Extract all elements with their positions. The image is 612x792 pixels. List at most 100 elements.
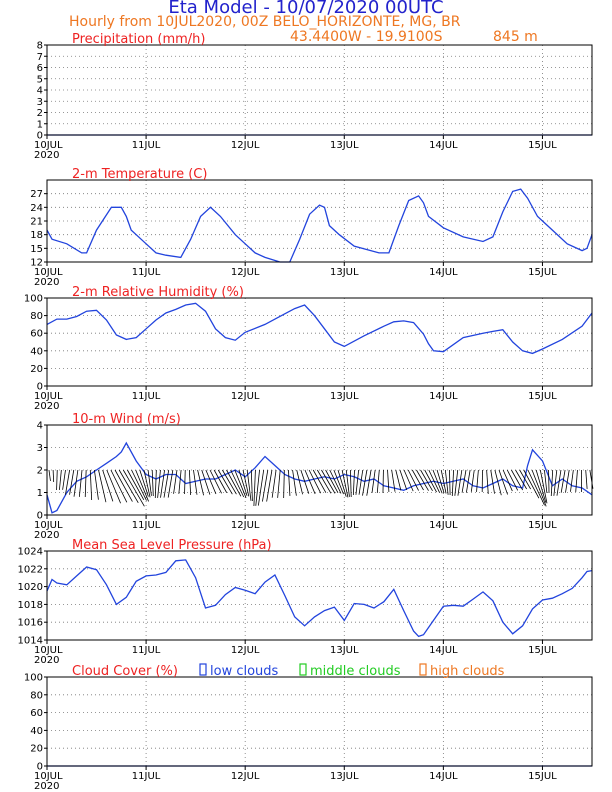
y-tick-label: 2 — [37, 466, 43, 477]
x-tick-year: 2020 — [34, 277, 59, 288]
wind-arrow — [457, 469, 463, 496]
y-tick-label: 27 — [30, 189, 43, 200]
wind-arrow — [135, 469, 149, 502]
y-tick-label: 4 — [37, 421, 43, 432]
wind-arrow — [94, 469, 99, 500]
y-tick-label: 7 — [37, 52, 43, 63]
panel-frame — [46, 297, 593, 387]
panel-title: 2-m Temperature (C) — [72, 167, 207, 182]
wind-arrow — [89, 469, 93, 500]
x-tick-label: 15JUL — [528, 267, 557, 278]
wind-arrow — [355, 469, 360, 495]
x-tick-label: 12JUL — [231, 645, 260, 656]
wind-arrow — [127, 469, 145, 501]
panel-title: 2-m Relative Humidity (%) — [72, 285, 244, 300]
y-tick-label: 1 — [37, 119, 43, 130]
wind-arrow — [345, 469, 350, 497]
wind-arrow — [416, 469, 429, 491]
panel-frame — [46, 424, 593, 516]
wind-arrow — [461, 469, 467, 493]
wind-arrow — [271, 469, 277, 498]
x-tick-label: 12JUL — [231, 140, 260, 151]
wind-arrow — [449, 469, 451, 496]
wind-arrow — [470, 469, 475, 492]
wind-arrow — [283, 469, 285, 499]
wind-arrow — [317, 469, 332, 494]
wind-arrow — [531, 469, 547, 507]
wind-arrow — [333, 469, 344, 495]
wind-arrow — [494, 469, 502, 496]
wind-arrow — [407, 469, 419, 491]
y-tick-label: 1020 — [18, 582, 43, 593]
wind-arrow — [506, 469, 519, 491]
wind-arrow — [250, 469, 253, 501]
wind-arrow — [570, 469, 574, 492]
y-tick-label: 20 — [30, 744, 43, 755]
pressure-series-line — [46, 559, 593, 638]
legend-swatch-0 — [199, 663, 207, 676]
panel-humidity: 0 20 40 60 80 100 10JUL2020 11JUL 12JUL 13JUL 14JU… — [24, 285, 593, 412]
wind-arrow — [341, 469, 349, 498]
wind-arrow — [238, 469, 248, 496]
x-tick-year: 2020 — [34, 781, 59, 792]
y-tick-label: 3 — [37, 97, 43, 108]
wind-arrow — [193, 469, 198, 495]
x-tick-year: 2020 — [34, 530, 59, 541]
x-tick-label: 13JUL — [330, 267, 359, 278]
wind-arrow — [266, 469, 273, 502]
x-tick-label: 10JUL — [34, 140, 63, 151]
wind-arrow — [387, 469, 390, 492]
y-tick-label: 80 — [30, 690, 43, 701]
wind-arrow — [217, 469, 233, 495]
wind-arrow — [366, 469, 372, 496]
y-tick-label: 40 — [30, 726, 43, 737]
wind-arrow — [277, 469, 281, 498]
wind-arrow — [178, 469, 182, 494]
wind-arrow — [395, 469, 402, 491]
wind-arrow — [78, 469, 83, 497]
legend-label: high clouds — [430, 664, 505, 679]
wind-arrow — [160, 469, 165, 498]
wind-arrow — [52, 469, 55, 483]
wind-arrow — [114, 469, 133, 502]
y-tick-label: 40 — [30, 346, 43, 357]
wind-arrow — [585, 469, 588, 489]
wind-arrow — [62, 469, 66, 490]
cloud-legend: low clouds middle clouds high clouds — [199, 663, 505, 679]
legend-label: low clouds — [210, 664, 279, 679]
x-tick-label: 11JUL — [132, 520, 161, 531]
wind-arrow — [403, 469, 414, 492]
x-tick-label: 10JUL — [34, 391, 63, 402]
wind-arrow — [253, 469, 256, 506]
wind-arrow — [147, 469, 152, 496]
y-tick-label: 0 — [37, 762, 43, 773]
y-tick-label: 6 — [37, 63, 43, 74]
wind-arrow — [321, 469, 336, 494]
wind-arrow — [188, 469, 192, 495]
wind-arrow — [511, 469, 524, 491]
wind-arrow — [246, 469, 252, 501]
wind-arrow — [515, 469, 527, 490]
x-tick-year: 2020 — [34, 150, 59, 161]
header-coords: 43.4400W - 19.9100S — [290, 29, 443, 45]
wind-arrow — [371, 469, 376, 493]
panel-frame — [46, 179, 593, 263]
y-tick-label: 100 — [24, 294, 43, 305]
wind-arrow — [391, 469, 396, 492]
wind-arrow — [325, 469, 339, 494]
y-tick-label: 2 — [37, 108, 43, 119]
wind-arrow — [230, 469, 245, 498]
y-tick-label: 20 — [30, 364, 43, 375]
wind-arrow — [329, 469, 342, 494]
wind-arrow — [222, 469, 237, 495]
wind-arrow — [575, 469, 578, 492]
wind-arrow — [65, 469, 71, 495]
x-tick-year: 2020 — [34, 655, 59, 666]
wind-arrow — [476, 469, 479, 492]
wind-arrow — [205, 469, 217, 495]
wind-arrow — [420, 469, 433, 491]
wind-series-line — [46, 441, 593, 514]
x-tick-label: 15JUL — [528, 645, 557, 656]
x-tick-label: 14JUL — [429, 771, 458, 782]
wind-arrow — [527, 469, 545, 506]
